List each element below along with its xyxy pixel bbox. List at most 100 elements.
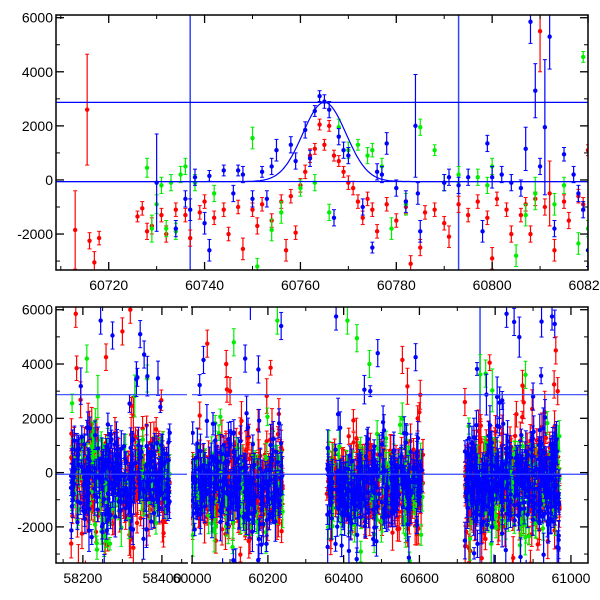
data-point bbox=[207, 248, 212, 253]
data-point bbox=[149, 226, 155, 231]
data-point bbox=[159, 183, 164, 188]
data-point bbox=[173, 226, 179, 231]
data-point bbox=[221, 168, 226, 173]
data-point bbox=[183, 196, 188, 202]
data-point bbox=[351, 418, 356, 423]
data-point bbox=[547, 191, 552, 196]
data-point bbox=[274, 148, 279, 153]
data-point bbox=[432, 207, 437, 212]
data-point bbox=[456, 172, 461, 177]
data-point bbox=[561, 199, 567, 204]
data-point bbox=[159, 212, 164, 218]
data-point bbox=[576, 191, 581, 196]
data-point bbox=[374, 169, 380, 175]
data-point bbox=[207, 173, 212, 179]
data-point bbox=[259, 169, 265, 175]
data-point bbox=[173, 207, 179, 212]
data-point bbox=[160, 519, 165, 524]
data-point bbox=[537, 29, 543, 34]
data-point bbox=[103, 354, 109, 360]
data-point bbox=[370, 207, 375, 212]
x-tick-label: 60760 bbox=[281, 277, 320, 293]
data-point bbox=[268, 365, 273, 370]
data-point bbox=[183, 212, 188, 218]
data-point bbox=[394, 185, 399, 191]
data-point bbox=[187, 207, 193, 212]
data-point bbox=[221, 207, 226, 212]
data-point bbox=[552, 248, 557, 253]
data-point bbox=[153, 427, 159, 432]
x-tick-label: 60780 bbox=[377, 277, 416, 293]
data-point bbox=[370, 245, 375, 250]
data-point bbox=[528, 19, 533, 24]
data-point bbox=[293, 158, 298, 164]
y-tick-label: -2000 bbox=[17, 226, 53, 242]
data-point bbox=[140, 206, 145, 211]
data-point bbox=[542, 204, 548, 210]
data-point bbox=[518, 185, 524, 191]
data-point bbox=[518, 212, 524, 218]
data-point bbox=[485, 215, 490, 221]
data-point bbox=[446, 175, 452, 180]
data-point bbox=[487, 360, 492, 365]
data-point bbox=[465, 212, 471, 218]
series-blue bbox=[154, 15, 588, 267]
data-point bbox=[581, 207, 586, 212]
data-point bbox=[288, 142, 294, 147]
data-point bbox=[368, 442, 373, 448]
data-point bbox=[264, 439, 269, 444]
data-point bbox=[533, 88, 538, 93]
data-point bbox=[480, 229, 485, 234]
data-point bbox=[72, 227, 78, 233]
data-point bbox=[384, 141, 389, 146]
data-point bbox=[535, 542, 541, 547]
data-point bbox=[135, 214, 140, 219]
data-point bbox=[489, 256, 495, 261]
data-point bbox=[415, 191, 421, 196]
data-point bbox=[504, 207, 509, 212]
x-tick-label: 60740 bbox=[185, 277, 224, 293]
data-point bbox=[307, 156, 313, 161]
model-curve bbox=[56, 101, 588, 183]
data-point bbox=[360, 215, 365, 221]
data-point bbox=[144, 165, 150, 170]
data-point bbox=[520, 415, 525, 420]
data-point bbox=[561, 183, 567, 188]
data-point bbox=[138, 515, 143, 521]
data-point bbox=[69, 541, 74, 546]
data-point bbox=[235, 168, 241, 173]
data-point bbox=[346, 434, 351, 439]
data-point bbox=[84, 107, 90, 112]
data-point bbox=[547, 34, 552, 39]
data-point bbox=[255, 264, 260, 269]
data-point bbox=[566, 218, 572, 223]
data-point bbox=[418, 229, 423, 234]
data-point bbox=[326, 210, 332, 215]
data-point bbox=[279, 529, 284, 534]
data-point bbox=[374, 229, 380, 234]
data-point bbox=[395, 526, 400, 532]
data-point bbox=[523, 146, 528, 152]
data-point bbox=[523, 212, 528, 218]
data-point bbox=[312, 146, 318, 152]
data-point bbox=[288, 193, 294, 199]
data-point bbox=[202, 221, 207, 226]
data-point bbox=[331, 215, 337, 221]
data-point bbox=[478, 423, 483, 428]
data-point bbox=[418, 245, 423, 250]
data-point bbox=[317, 122, 322, 127]
data-point bbox=[534, 438, 539, 443]
data-point bbox=[405, 384, 410, 389]
data-point bbox=[298, 185, 303, 191]
data-point bbox=[134, 520, 140, 526]
data-point bbox=[411, 447, 416, 452]
data-point bbox=[403, 199, 409, 204]
data-point bbox=[269, 227, 274, 233]
data-point bbox=[355, 142, 361, 147]
data-point bbox=[226, 231, 231, 237]
data-point bbox=[283, 248, 289, 253]
data-point bbox=[144, 229, 150, 234]
data-point bbox=[197, 210, 202, 215]
data-point bbox=[561, 152, 567, 157]
